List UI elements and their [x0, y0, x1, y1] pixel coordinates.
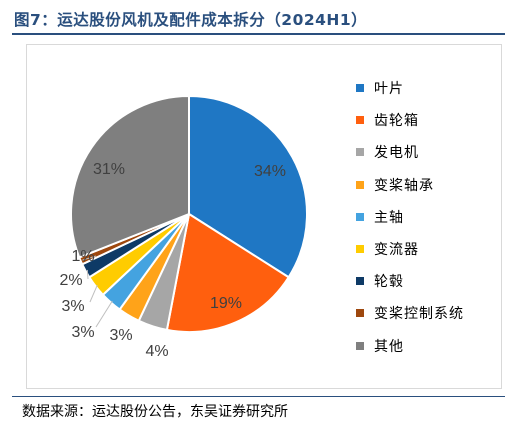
leader-line-8 — [82, 255, 97, 261]
data-label-4: 3% — [109, 327, 132, 344]
data-label-3: 4% — [145, 343, 168, 360]
legend-swatch — [356, 309, 364, 318]
leader-lines — [82, 255, 113, 328]
legend-label: 叶片 — [374, 81, 404, 98]
leader-line-7 — [86, 269, 89, 280]
data-label-5: 3% — [71, 324, 94, 341]
legend-label: 发电机 — [374, 145, 419, 162]
data-label-2: 19% — [210, 295, 242, 312]
title-divider — [12, 33, 505, 35]
data-label-8: 1% — [71, 248, 94, 265]
data-label-1: 34% — [254, 163, 286, 180]
legend-item-9: 其他 — [356, 330, 464, 362]
chart-frame — [26, 44, 502, 389]
chart-title: 图7：运达股份风机及配件成本拆分（2024H1） — [14, 11, 368, 29]
pie-slice-2 — [165, 212, 291, 333]
legend-swatch — [356, 84, 364, 93]
legend-item-4: 变桨轴承 — [356, 169, 464, 201]
legend-item-1: 叶片 — [356, 72, 464, 104]
legend-item-3: 发电机 — [356, 136, 464, 168]
legend-swatch — [356, 148, 364, 157]
source-divider — [12, 396, 505, 397]
legend-item-8: 变桨控制系统 — [356, 297, 464, 329]
legend-label: 齿轮箱 — [374, 113, 419, 130]
legend-label: 变桨轴承 — [374, 177, 434, 194]
legend-label: 变流器 — [374, 242, 419, 259]
legend-item-7: 轮毂 — [356, 265, 464, 297]
pie-slice-9 — [70, 94, 190, 259]
data-label-6: 3% — [61, 298, 84, 315]
data-label-9: 31% — [93, 161, 125, 178]
legend-swatch — [356, 277, 364, 286]
legend-item-6: 变流器 — [356, 233, 464, 265]
legend-item-2: 齿轮箱 — [356, 104, 464, 136]
chart-legend: 叶片齿轮箱发电机变桨轴承主轴变流器轮毂变桨控制系统 其他 — [356, 72, 464, 362]
legend-swatch — [356, 212, 364, 221]
legend-swatch — [356, 180, 364, 189]
pie-slices — [70, 94, 308, 333]
legend-swatch — [356, 341, 364, 350]
legend-label: 其他 — [374, 338, 404, 355]
legend-swatch — [356, 116, 364, 125]
legend-swatch — [356, 245, 364, 254]
data-labels: 34% 19% 4% 3% 3% 3% 2% 1% 31% — [59, 161, 286, 360]
legend-label: 轮毂 — [374, 274, 404, 291]
source-note: 数据来源：运达股份公告，东吴证券研究所 — [22, 404, 288, 420]
legend-label: 主轴 — [374, 209, 404, 226]
leader-line-5 — [95, 300, 113, 328]
legend-label: 变桨控制系统 — [374, 306, 464, 323]
data-label-7: 2% — [59, 272, 82, 289]
leader-line-6 — [89, 284, 98, 303]
legend-item-5: 主轴 — [356, 201, 464, 233]
